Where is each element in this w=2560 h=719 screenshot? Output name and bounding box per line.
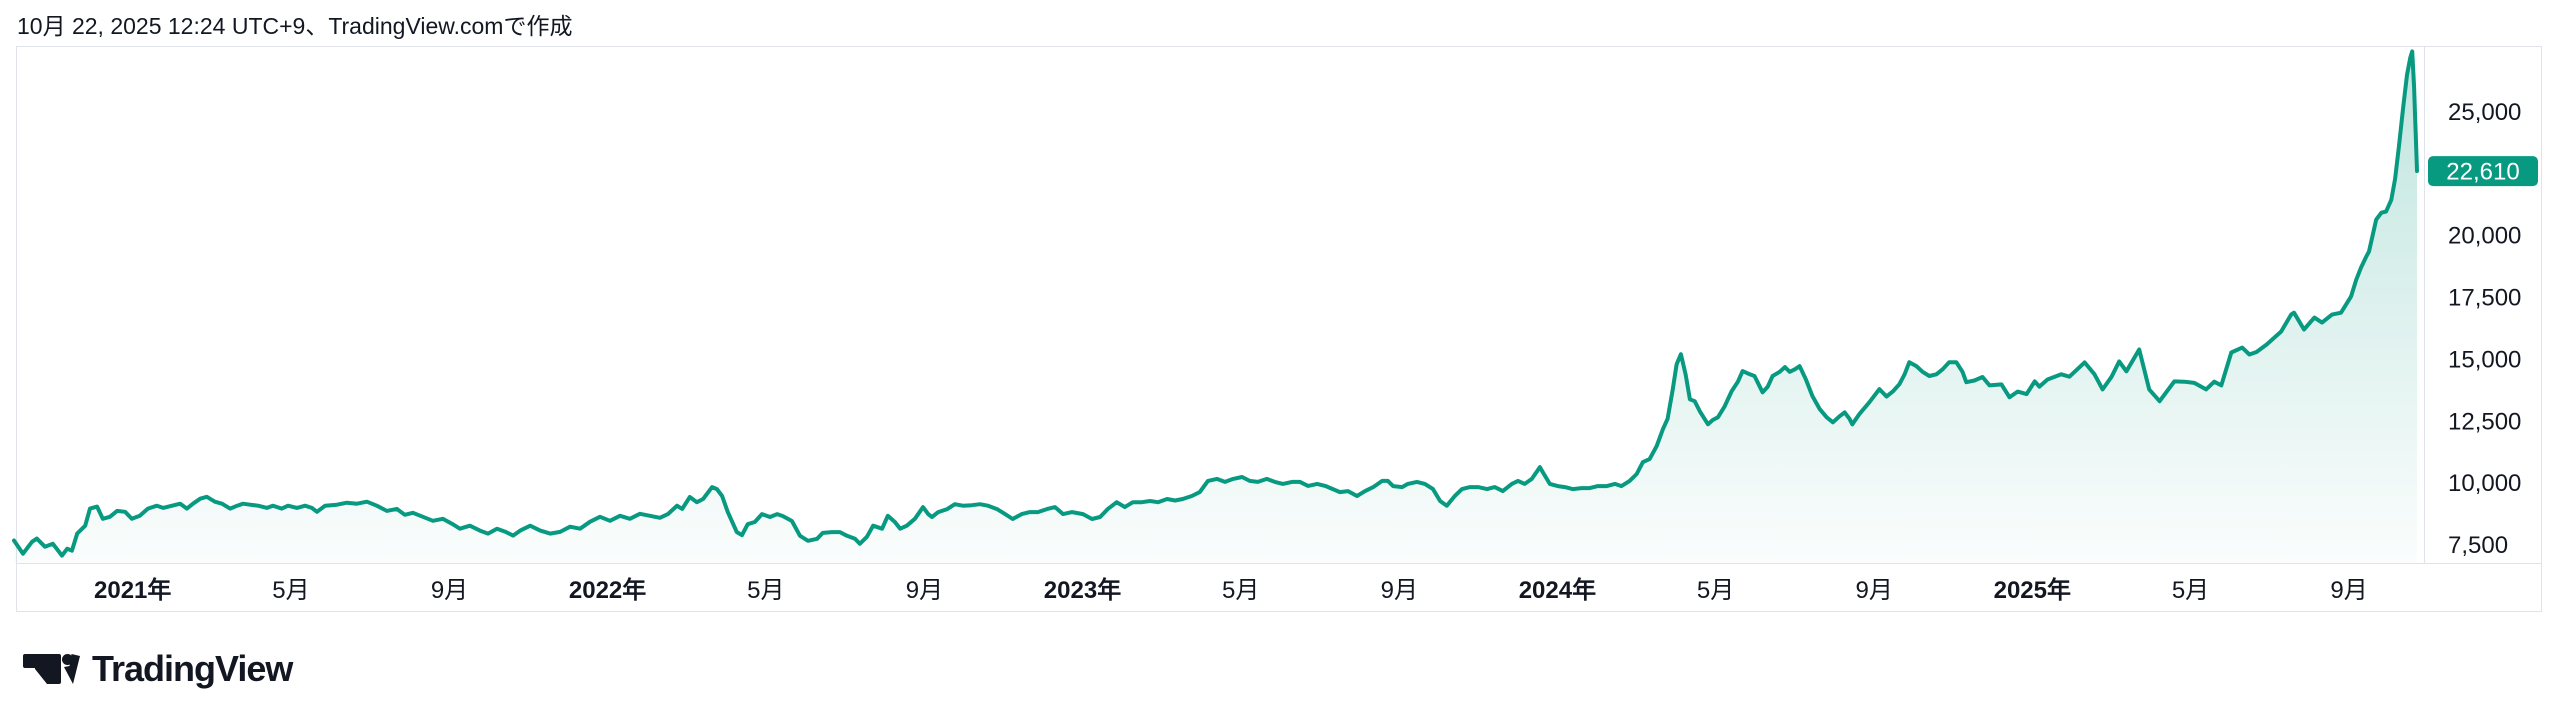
last-price-badge [2428, 156, 2538, 187]
time-tick-label-13: 5月 [2172, 577, 2209, 604]
price-tick-label-20000: 20,000 [2448, 223, 2521, 250]
time-tick-label-4: 5月 [747, 577, 784, 604]
price-tick-label-25000: 25,000 [2448, 99, 2521, 126]
time-tick-label-3: 2022年 [569, 576, 646, 604]
time-tick-label-2: 9月 [431, 577, 468, 604]
price-line [12, 49, 2419, 558]
price-area-fill [14, 51, 2417, 564]
time-tick-label-5: 9月 [906, 577, 943, 604]
time-tick-label-14: 9月 [2330, 577, 2367, 604]
price-tick-label-10000: 10,000 [2448, 470, 2521, 497]
last-price-badge-label: 22,610 [2446, 159, 2519, 186]
time-tick-label-6: 2023年 [1044, 576, 1121, 604]
price-tick-label-7500: 7,500 [2448, 532, 2508, 559]
tradingview-logo-mark-icon [23, 654, 80, 684]
price-tick-label-12500: 12,500 [2448, 408, 2521, 435]
tradingview-logo-text: TradingView [92, 648, 293, 689]
time-tick-label-7: 5月 [1222, 577, 1259, 604]
time-tick-label-11: 9月 [1856, 577, 1893, 604]
time-tick-label-10: 5月 [1697, 577, 1734, 604]
snapshot-attribution-title: 10月 22, 2025 12:24 UTC+9、TradingView.com… [17, 13, 573, 39]
time-tick-label-8: 9月 [1381, 577, 1418, 604]
tradingview-logo[interactable]: TradingView [22, 648, 293, 690]
time-tick-label-12: 2025年 [1994, 576, 2071, 604]
time-tick-label-1: 5月 [272, 577, 309, 604]
time-tick-label-9: 2024年 [1519, 576, 1596, 604]
time-tick-label-0: 2021年 [94, 576, 171, 604]
price-tick-label-15000: 15,000 [2448, 346, 2521, 373]
price-tick-label-17500: 17,500 [2448, 285, 2521, 312]
